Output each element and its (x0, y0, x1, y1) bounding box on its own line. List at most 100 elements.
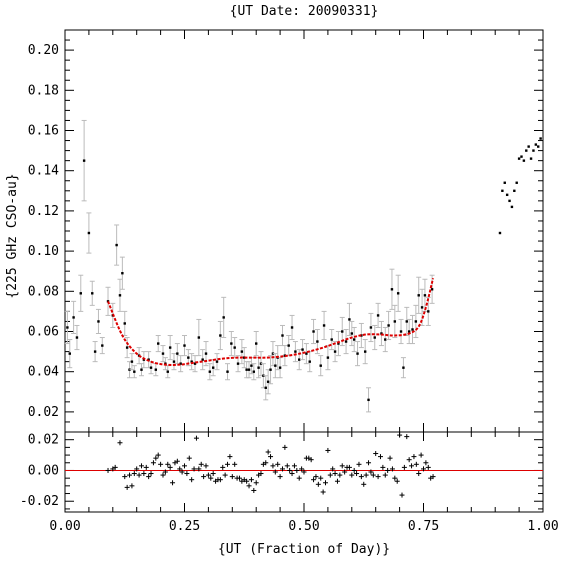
residual-point (282, 444, 288, 450)
residual-point (311, 477, 317, 483)
residual-point (174, 458, 180, 464)
residual-point (182, 463, 187, 469)
data-point (72, 316, 75, 319)
residual-point (162, 469, 168, 475)
fit-curve (107, 277, 435, 366)
data-point (75, 336, 79, 339)
data-point (287, 344, 290, 347)
y-axis-label: {225 GHz CSO-au} (5, 173, 20, 298)
data-point (204, 352, 208, 355)
data-point (510, 205, 514, 209)
data-point (396, 292, 400, 295)
data-point (498, 231, 502, 235)
residual-point (272, 469, 278, 475)
data-point (183, 344, 186, 347)
data-point (399, 330, 403, 333)
y-tick-label: 0.06 (28, 325, 59, 340)
residual-point (244, 478, 250, 484)
residual-point (366, 460, 372, 466)
data-point (537, 145, 540, 148)
data-point (387, 324, 390, 327)
data-point (193, 362, 197, 365)
residual-point (354, 471, 360, 477)
data-point (87, 231, 91, 235)
data-point (508, 199, 511, 203)
residual-point (389, 466, 395, 472)
data-point (367, 398, 370, 402)
data-point (91, 292, 94, 295)
residual-point (165, 461, 171, 467)
residual-point (227, 454, 233, 460)
residual-point (131, 471, 137, 477)
data-point (534, 143, 538, 146)
residual-point (327, 472, 333, 478)
data-point (255, 342, 258, 345)
data-point (68, 352, 71, 355)
residual-point (138, 463, 144, 469)
residual-point (217, 477, 223, 483)
data-point (226, 370, 229, 373)
data-point (278, 366, 282, 369)
residual-point (287, 467, 293, 473)
y-tick-label: 0.08 (28, 284, 59, 299)
data-point (316, 340, 319, 343)
data-point (505, 193, 509, 197)
data-point (243, 356, 246, 359)
residual-point (289, 471, 295, 477)
residual-point (134, 466, 140, 472)
residual-point (143, 464, 149, 470)
residual-point (222, 472, 228, 478)
data-point (97, 320, 100, 323)
data-point (529, 157, 533, 160)
data-point (290, 326, 294, 329)
data-point (503, 181, 506, 184)
residual-point (356, 461, 362, 467)
data-point (121, 272, 124, 275)
residual-point (191, 466, 197, 472)
data-point (527, 145, 530, 148)
residual-point (291, 463, 297, 469)
residual-point (404, 434, 410, 440)
data-point (66, 326, 69, 329)
residual-point (368, 469, 374, 475)
data-point (363, 350, 367, 353)
residual-point (387, 455, 393, 461)
data-point (539, 137, 542, 140)
data-point (326, 356, 330, 359)
residual-point (377, 454, 383, 460)
residual-point (337, 472, 343, 478)
data-point (373, 336, 376, 339)
y-tick-label: 0.18 (28, 83, 59, 98)
data-point (319, 364, 322, 367)
residual-point (105, 467, 111, 473)
residual-point (248, 477, 254, 483)
data-point (236, 362, 240, 365)
residual-point (270, 463, 276, 469)
residual-point (339, 463, 345, 469)
data-point (348, 318, 351, 321)
residual-point (189, 477, 195, 483)
data-point (337, 342, 340, 345)
data-point (513, 189, 516, 192)
residual-point (263, 460, 269, 466)
data-point (390, 288, 394, 291)
x-tick-label: 0.00 (49, 519, 80, 534)
residual-point (411, 454, 417, 460)
data-point (233, 346, 236, 349)
data-point (520, 155, 523, 158)
y-tick-label: -0.02 (20, 494, 59, 509)
residual-point (203, 463, 209, 469)
data-point (222, 316, 225, 319)
residual-point (136, 472, 142, 478)
residual-point (342, 469, 348, 475)
residual-point (208, 475, 214, 481)
data-point (430, 288, 434, 291)
data-point (240, 350, 244, 353)
data-point (369, 326, 373, 329)
residual-point (160, 472, 166, 478)
residual-point (153, 455, 159, 461)
data-point (208, 370, 212, 373)
residual-point (253, 480, 259, 486)
residual-point (358, 474, 364, 480)
